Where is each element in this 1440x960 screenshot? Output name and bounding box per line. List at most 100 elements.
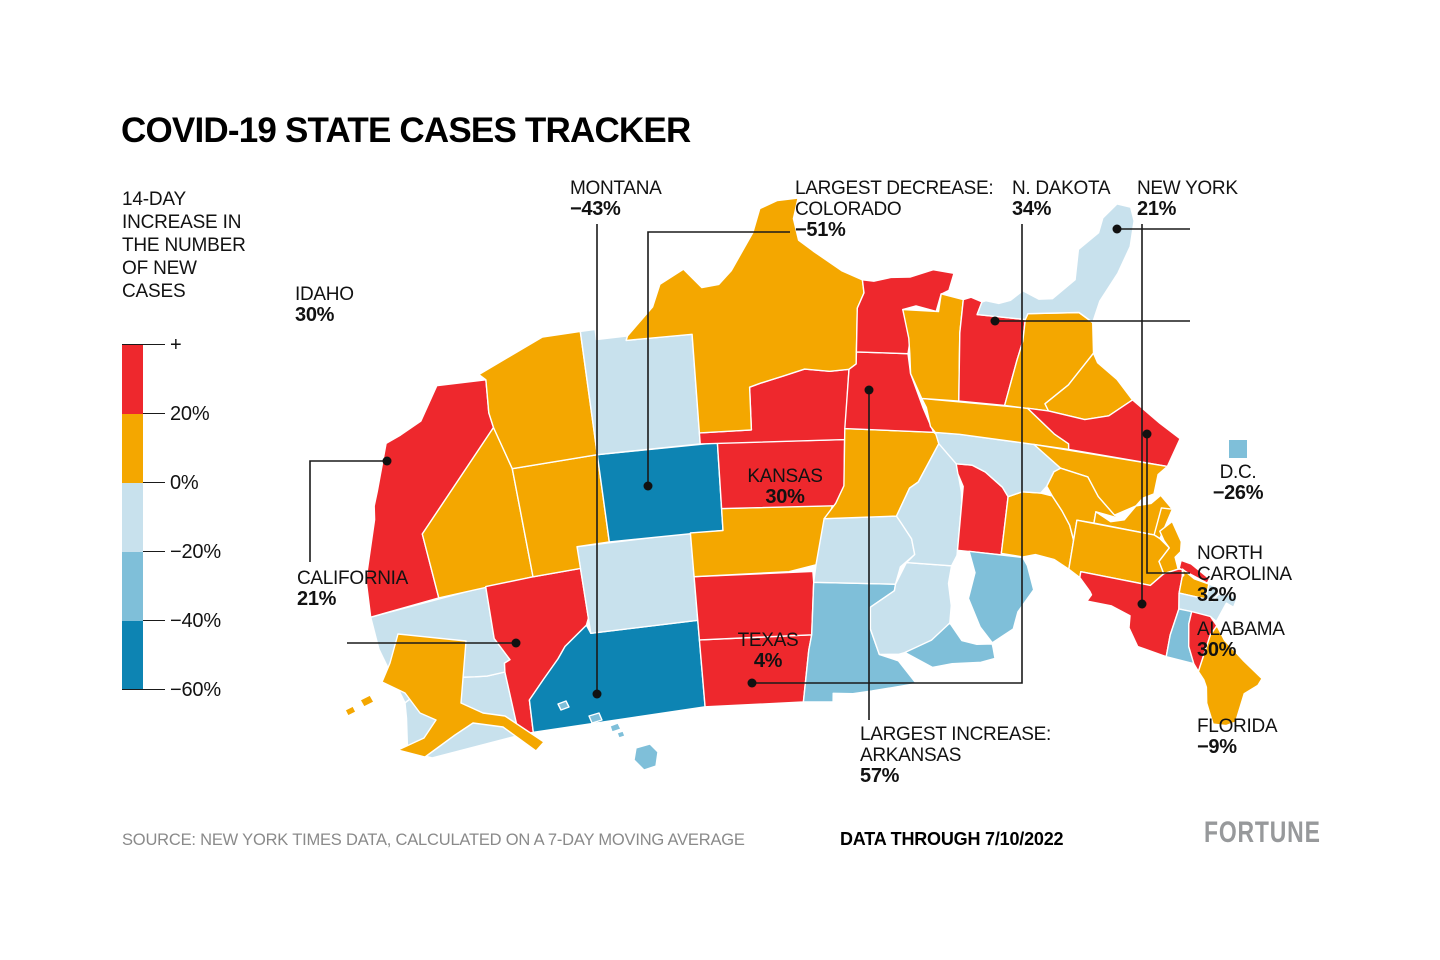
dc-color-swatch xyxy=(1229,440,1247,458)
page-title: COVID-19 STATE CASES TRACKER xyxy=(121,111,691,150)
state-name: KANSAS xyxy=(747,466,823,487)
annotation-dot-colorado xyxy=(643,481,653,491)
state-name: NORTH xyxy=(1197,543,1263,564)
annotation-dot-idaho xyxy=(511,638,521,648)
state-ME xyxy=(1197,625,1263,727)
annotation-kansas: KANSAS 30% xyxy=(740,466,830,508)
legend-tick-label: −40% xyxy=(170,610,221,632)
state-name: CAROLINA xyxy=(1197,564,1292,585)
state-MI xyxy=(967,550,1035,644)
state-HI xyxy=(616,730,626,739)
state-AK xyxy=(359,694,375,708)
state-WI xyxy=(869,561,953,656)
state-name: MONTANA xyxy=(570,178,662,199)
state-name: N. DAKOTA xyxy=(1012,178,1111,199)
legend-tick xyxy=(143,620,165,621)
state-WY xyxy=(576,532,699,634)
annotation-dot-arkansas xyxy=(864,385,874,395)
state-FL xyxy=(976,203,1135,324)
state-SD xyxy=(693,570,815,641)
state-name: FLORIDA xyxy=(1197,716,1278,737)
state-name: COLORADO xyxy=(795,199,902,220)
legend-segment-n20to0 xyxy=(122,483,143,552)
legend-label-line: THE NUMBER xyxy=(122,235,246,256)
legend-segment-n60to40 xyxy=(122,621,143,690)
leader-line-colorado xyxy=(647,231,790,486)
data-through-note: DATA THROUGH 7/10/2022 xyxy=(840,829,1064,849)
legend-label-line: CASES xyxy=(122,281,186,302)
state-value: 34% xyxy=(1012,198,1052,220)
legend-label: 14-DAY INCREASE IN THE NUMBER OF NEW CAS… xyxy=(122,188,246,303)
legend-segment-p0to20 xyxy=(122,414,143,483)
state-value: 4% xyxy=(753,650,783,672)
leader-line-california xyxy=(309,460,387,562)
state-value: −26% xyxy=(1212,482,1264,504)
legend-label-line: INCREASE IN xyxy=(122,212,242,233)
state-IA xyxy=(813,515,916,585)
state-HI xyxy=(557,700,570,711)
legend-tick-label: + xyxy=(170,334,182,356)
annotation-texas: TEXAS 4% xyxy=(723,630,813,672)
annotation-dot-florida xyxy=(1112,224,1122,234)
annotation-north-carolina: NORTH CAROLINA 32% xyxy=(1197,543,1292,606)
legend-tick xyxy=(143,482,165,483)
state-TX xyxy=(625,197,865,434)
legend-label-line: 14-DAY xyxy=(122,189,186,210)
state-value: 32% xyxy=(1197,584,1237,606)
state-NY xyxy=(1178,559,1211,584)
state-HI xyxy=(633,743,659,771)
state-value: −51% xyxy=(795,219,846,241)
annotation-florida: FLORIDA −9% xyxy=(1197,716,1278,758)
source-note: SOURCE: NEW YORK TIMES DATA, CALCULATED … xyxy=(122,831,745,849)
fortune-logo: FORTUNE xyxy=(1204,816,1321,849)
legend-tick xyxy=(143,551,165,552)
state-value: 30% xyxy=(1197,639,1237,661)
annotation-new-york: NEW YORK 21% xyxy=(1137,178,1238,220)
state-value: −43% xyxy=(570,198,621,220)
annotation-prefix: LARGEST DECREASE: xyxy=(795,178,994,199)
states-layer xyxy=(344,197,1263,771)
state-name: NEW YORK xyxy=(1137,178,1238,199)
legend-segment-gt20 xyxy=(122,345,143,414)
state-name: D.C. xyxy=(1219,462,1257,483)
annotation-dot-alabama xyxy=(990,316,1000,326)
state-NY xyxy=(1079,568,1184,658)
state-value: 21% xyxy=(297,588,337,610)
leader-line-ndakota xyxy=(752,224,1023,684)
annotation-montana: MONTANA −43% xyxy=(570,178,662,220)
state-name: CALIFORNIA xyxy=(297,568,409,589)
annotation-idaho: IDAHO 30% xyxy=(295,284,354,326)
annotation-dot-newyork xyxy=(1137,599,1147,609)
state-NJ xyxy=(1158,520,1182,575)
annotation-prefix: LARGEST INCREASE: xyxy=(860,724,1051,745)
legend-color-scale xyxy=(122,345,143,690)
state-value: −9% xyxy=(1197,736,1237,758)
leader-lines-layer xyxy=(309,224,1190,720)
state-AK xyxy=(344,705,357,717)
legend-tick-label: −20% xyxy=(170,541,221,563)
legend-tick-label: 20% xyxy=(170,403,210,425)
state-value: 30% xyxy=(295,304,335,326)
state-name: TEXAS xyxy=(737,630,799,651)
annotation-alabama: ALABAMA 30% xyxy=(1197,619,1285,661)
annotation-dots-layer xyxy=(382,224,1152,699)
legend-tick xyxy=(143,413,165,414)
legend-segment-n40to20 xyxy=(122,552,143,621)
state-value: 30% xyxy=(765,486,805,508)
legend-tick xyxy=(122,344,165,345)
legend-tick xyxy=(122,689,165,690)
state-name: ARKANSAS xyxy=(860,745,962,766)
legend-tick-label: 0% xyxy=(170,472,199,494)
annotation-north-dakota: N. DAKOTA 34% xyxy=(1012,178,1111,220)
state-value: 21% xyxy=(1137,198,1177,220)
annotation-dot-ndakota xyxy=(747,678,757,688)
state-name: IDAHO xyxy=(295,284,354,305)
state-HI xyxy=(609,722,622,733)
legend-tick-label: −60% xyxy=(170,679,221,701)
state-name: ALABAMA xyxy=(1197,619,1285,640)
annotation-colorado: LARGEST DECREASE: COLORADO −51% xyxy=(795,178,994,241)
annotation-dot-montana xyxy=(592,689,602,699)
state-MI xyxy=(904,622,996,669)
